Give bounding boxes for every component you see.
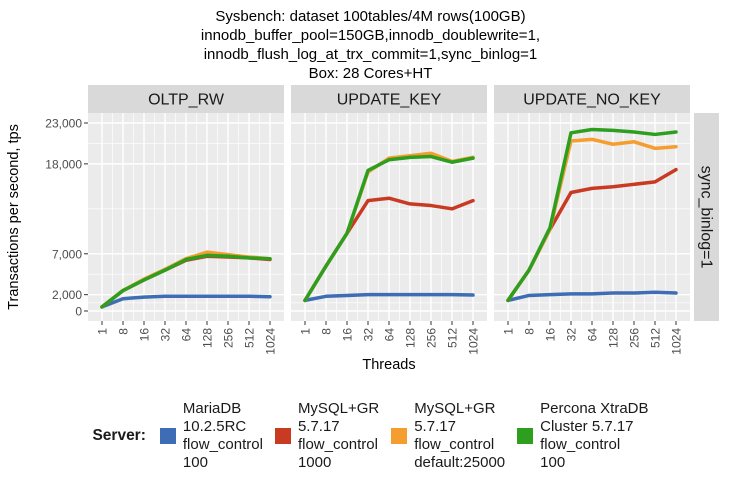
right-strip-label: sync_binlog=1: [698, 166, 715, 269]
series-line: [100, 294, 272, 309]
legend-line: 100: [540, 454, 566, 471]
x-tick-label: 1024: [467, 328, 481, 355]
x-axis-title: Threads: [362, 357, 415, 373]
legend-item-text: Percona XtraDB Cluster 5.7.17 flow_contr…: [540, 400, 648, 472]
x-tick-label: 32: [362, 328, 376, 342]
title-line-1: Sysbench: dataset 100tables/4M rows(100G…: [215, 8, 526, 25]
facet-strip-label: UPDATE_NO_KEY: [523, 92, 661, 109]
x-tick-label: 512: [243, 328, 257, 348]
y-tick-label: 18,000: [45, 157, 82, 171]
legend-line: MariaDB: [182, 400, 242, 417]
legend-item-text: MySQL+GR 5.7.17 flow_control default:250…: [414, 400, 505, 472]
legend-item-text: MariaDB 10.2.5RC flow_control 100: [183, 400, 263, 472]
legend-line: 5.7.17: [414, 418, 456, 435]
title-line-2: innodb_buffer_pool=150GB,innodb_doublewr…: [200, 27, 541, 44]
facet-strip: [88, 85, 284, 113]
x-tick-label: 32: [565, 328, 579, 342]
legend-swatch: [274, 428, 291, 444]
facet-strip-label: UPDATE_KEY: [337, 92, 442, 109]
x-tick-label: 8: [523, 328, 537, 335]
facet-strip: [494, 85, 690, 113]
x-tick-label: 1: [299, 328, 313, 335]
x-tick-label: 256: [628, 328, 642, 348]
legend-item: Percona XtraDB Cluster 5.7.17 flow_contr…: [517, 400, 649, 472]
x-tick-label: 128: [607, 328, 621, 348]
series-line: [100, 253, 272, 309]
x-tick-label: 64: [383, 328, 397, 342]
y-axis-title: Transactions per second, tps: [6, 124, 22, 310]
legend-swatch: [517, 428, 534, 444]
legend-line: 100: [182, 454, 208, 471]
series-line: [303, 292, 475, 303]
legend-line: MySQL+GR: [414, 400, 496, 417]
x-tick-label: 16: [341, 328, 355, 342]
legend-item-text: MySQL+GR 5.7.17 flow_control 1000: [298, 400, 379, 472]
legend-line: flow_control: [540, 436, 621, 453]
x-tick-label: 256: [222, 328, 236, 348]
legend: Server: MariaDB 10.2.5RC flow_control 10…: [0, 388, 741, 472]
x-tick-label: 128: [201, 328, 215, 348]
series-line: [506, 290, 678, 303]
x-tick-label: 16: [138, 328, 152, 342]
x-tick-label: 16: [544, 328, 558, 342]
legend-swatch: [159, 428, 176, 444]
legend-item: MariaDB 10.2.5RC flow_control 100: [159, 400, 263, 472]
y-tick-label: 7,000: [52, 247, 82, 261]
legend-line: flow_control: [297, 436, 378, 453]
facet-strip-label: OLTP_RW: [148, 92, 225, 109]
chart-svg: Transactions per second, tps Threads 0 2,00…: [6, 85, 719, 373]
legend-line: flow_control: [414, 436, 495, 453]
x-tick-label: 64: [586, 328, 600, 342]
legend-line: Percona XtraDB: [540, 400, 649, 417]
x-tick-label: 64: [180, 328, 194, 342]
legend-title: Server:: [92, 427, 146, 444]
facet-strip: [291, 85, 487, 113]
title-line-4: Box: 28 Cores+HT: [308, 65, 433, 82]
legend-line: flow_control: [182, 436, 263, 453]
legend-line: 10.2.5RC: [182, 418, 247, 435]
y-tick-label: 23,000: [45, 117, 82, 131]
right-facet-strip: [694, 113, 719, 321]
x-tick-label: 1024: [264, 328, 278, 355]
legend-item: MySQL+GR 5.7.17 flow_control 1000: [274, 400, 379, 472]
legend-line: 5.7.17: [297, 418, 340, 435]
legend-line: Cluster 5.7.17: [540, 418, 634, 435]
chart-title: Sysbench: dataset 100tables/4M rows(100G…: [0, 0, 741, 83]
x-tick-label: 1024: [670, 328, 684, 355]
y-tick-label: 2,000: [52, 288, 82, 302]
x-tick-label: 1: [96, 328, 110, 335]
x-tick-label: 512: [446, 328, 460, 348]
legend-line: 1000: [297, 454, 332, 471]
series-line: [506, 127, 678, 303]
y-tick-label: 0: [75, 305, 82, 319]
x-tick-label: 512: [649, 328, 663, 348]
legend-line: MySQL+GR: [297, 400, 380, 417]
legend-line: default:25000: [414, 454, 506, 471]
x-tick-label: 1: [502, 328, 516, 335]
x-tick-label: 32: [159, 328, 173, 342]
x-tick-label: 256: [425, 328, 439, 348]
legend-item: MySQL+GR 5.7.17 flow_control default:250…: [391, 400, 505, 472]
x-tick-label: 8: [320, 328, 334, 335]
title-line-3: innodb_flush_log_at_trx_commit=1,sync_bi…: [203, 46, 538, 63]
legend-swatch: [391, 428, 408, 444]
x-tick-label: 128: [404, 328, 418, 348]
x-tick-label: 8: [117, 328, 131, 335]
series-line: [303, 154, 475, 303]
